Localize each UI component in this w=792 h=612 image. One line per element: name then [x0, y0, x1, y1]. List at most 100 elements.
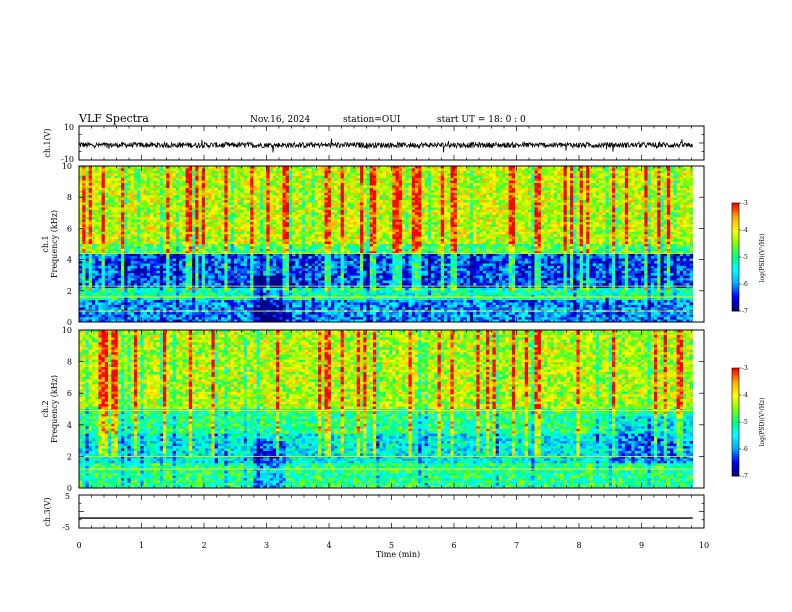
spectrogram-cell — [153, 175, 157, 179]
spectrogram-cell — [182, 170, 186, 174]
spectrogram-cell — [670, 185, 674, 189]
spectrogram-cell — [169, 197, 174, 201]
spectrogram-cell — [185, 192, 190, 196]
spectrogram-cell — [272, 197, 277, 201]
spectrogram-cell — [195, 222, 199, 225]
spectrogram-cell — [602, 185, 606, 189]
spectrogram-cell — [185, 185, 190, 189]
spectrogram-cell — [343, 195, 348, 199]
spectrogram-cell — [195, 173, 199, 177]
spectrogram-cell — [272, 190, 277, 194]
spectrogram-cell — [537, 209, 542, 213]
spectrogram-cell — [130, 205, 135, 208]
spectrogram-cell — [98, 222, 103, 225]
spectrogram-cell — [618, 222, 623, 225]
spectrogram-cell — [195, 187, 199, 191]
spectrogram-cell — [582, 197, 587, 201]
spectrogram-cell — [427, 224, 432, 228]
spectrogram-cell — [676, 175, 681, 179]
spectrogram-cell — [453, 200, 458, 203]
spectrogram-cell — [198, 168, 203, 172]
spectrogram-cell — [586, 183, 590, 186]
spectrogram-cell — [369, 205, 374, 208]
spectrogram-cell — [334, 166, 338, 169]
spectrogram-cell — [224, 190, 228, 194]
spectrogram-cell — [563, 207, 568, 211]
spectrogram-cell — [208, 226, 212, 230]
spectrogram-cell — [350, 200, 354, 203]
spectrogram-cell — [608, 207, 613, 211]
spectrogram-cell — [463, 180, 468, 184]
spectrogram-cell — [282, 192, 287, 196]
spectrogram-cell — [570, 217, 574, 221]
spectrogram-cell — [224, 212, 228, 216]
spectrogram-cell — [224, 170, 228, 174]
spectrogram-cell — [653, 170, 658, 174]
spectrogram-cell — [237, 170, 241, 174]
spectrogram-cell — [456, 209, 461, 213]
spectrogram-cell — [421, 173, 426, 177]
spectrogram-cell — [611, 178, 616, 182]
spectrogram-cell — [227, 212, 232, 216]
spectrogram-cell — [644, 168, 648, 172]
spectrogram-cell — [334, 178, 338, 182]
spectrogram-cell — [595, 207, 600, 211]
spectrogram-cell — [437, 185, 442, 189]
spectrogram-cell — [263, 183, 267, 186]
spectrogram-cell — [573, 202, 577, 206]
spectrogram-cell — [557, 214, 561, 218]
spectrogram-cell — [582, 166, 587, 169]
spectrogram-cell — [411, 170, 416, 174]
spectrogram-cell — [637, 185, 642, 189]
spectrogram-cell — [276, 214, 280, 218]
spectrogram-cell — [453, 173, 458, 177]
spectrogram-cell — [276, 200, 280, 203]
spectrogram-cell — [175, 224, 180, 228]
spectrogram-cell — [521, 224, 526, 228]
spectrogram-cell — [650, 192, 655, 196]
spectrogram-cell — [114, 192, 119, 196]
spectrogram-cell — [411, 168, 416, 172]
spectrogram-cell — [641, 180, 645, 184]
spectrogram-cell — [91, 173, 96, 177]
spectrogram-cell — [363, 185, 367, 189]
spectrogram-cell — [450, 187, 455, 191]
spectrogram-cell — [366, 185, 371, 189]
spectrogram-cell — [301, 212, 306, 216]
spectrogram-cell — [431, 195, 435, 199]
spectrogram-cell — [366, 187, 371, 191]
spectrogram-cell — [450, 166, 455, 169]
spectrogram-cell — [486, 222, 490, 225]
spectrogram-cell — [192, 170, 196, 174]
spectrogram-cell — [95, 209, 99, 213]
spectrogram-cell — [528, 200, 532, 203]
spectrogram-cell — [114, 212, 119, 216]
spectrogram-cell — [356, 170, 361, 174]
spectrogram-cell — [650, 224, 655, 228]
spectrogram-cell — [579, 202, 584, 206]
spectrogram-cell — [208, 207, 212, 211]
spectrogram-cell — [411, 180, 416, 184]
spectrogram-cell — [153, 212, 157, 216]
spectrogram-cell — [230, 185, 235, 189]
spectrogram-cell — [621, 200, 626, 203]
spectrogram-cell — [557, 170, 561, 174]
spectrogram-cell — [166, 222, 170, 225]
spectrogram-cell — [524, 214, 529, 218]
spectrogram-cell — [201, 212, 206, 216]
spectrogram-cell — [615, 166, 619, 169]
spectrogram-cell — [582, 217, 587, 221]
spectrogram-cell — [618, 224, 623, 228]
spectrogram-cell — [301, 190, 306, 194]
spectrogram-cell — [114, 168, 119, 172]
spectrogram-cell — [679, 209, 684, 213]
spectrogram-cell — [234, 168, 238, 172]
spectrogram-cell — [570, 170, 574, 174]
spectrogram-cell — [159, 222, 164, 225]
spectrogram-cell — [143, 224, 148, 228]
spectrogram-cell — [263, 190, 267, 194]
spectrogram-cell — [573, 166, 577, 169]
spectrogram-cell — [85, 226, 90, 230]
spectrogram-cell — [618, 197, 623, 201]
spectrogram-cell — [437, 224, 442, 228]
